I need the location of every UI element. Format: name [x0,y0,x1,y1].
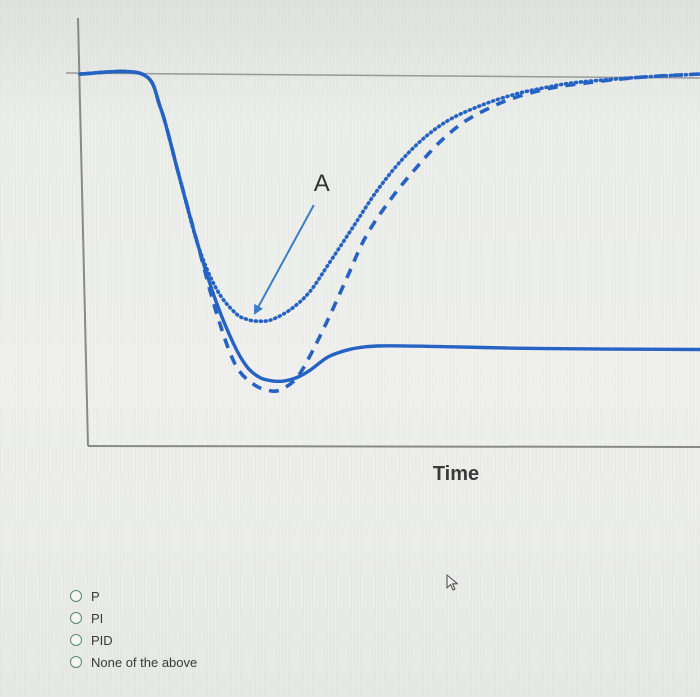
option-label: PID [91,632,113,648]
radio-button[interactable] [70,590,82,602]
series-dashed-line [79,69,700,394]
answer-options: P PI PID None of the above [70,585,370,673]
option-pi[interactable]: PI [70,607,370,629]
y-axis [77,17,89,447]
series-dotted-line [78,69,700,324]
option-none[interactable]: None of the above [70,651,370,673]
mouse-pointer-icon [446,574,459,591]
setpoint-line [65,72,700,79]
annotation-arrow [253,204,315,316]
series-solid-line [78,69,700,384]
option-label: PI [91,610,104,626]
x-axis-label: Time [433,463,479,485]
annotation-label-a: A [314,170,330,197]
radio-button[interactable] [70,612,82,624]
radio-button[interactable] [70,656,82,668]
x-axis [87,445,700,448]
option-label: None of the above [91,654,198,670]
option-pid[interactable]: PID [70,629,370,651]
option-label: P [91,588,100,604]
option-p[interactable]: P [70,585,370,607]
radio-button[interactable] [70,634,82,646]
